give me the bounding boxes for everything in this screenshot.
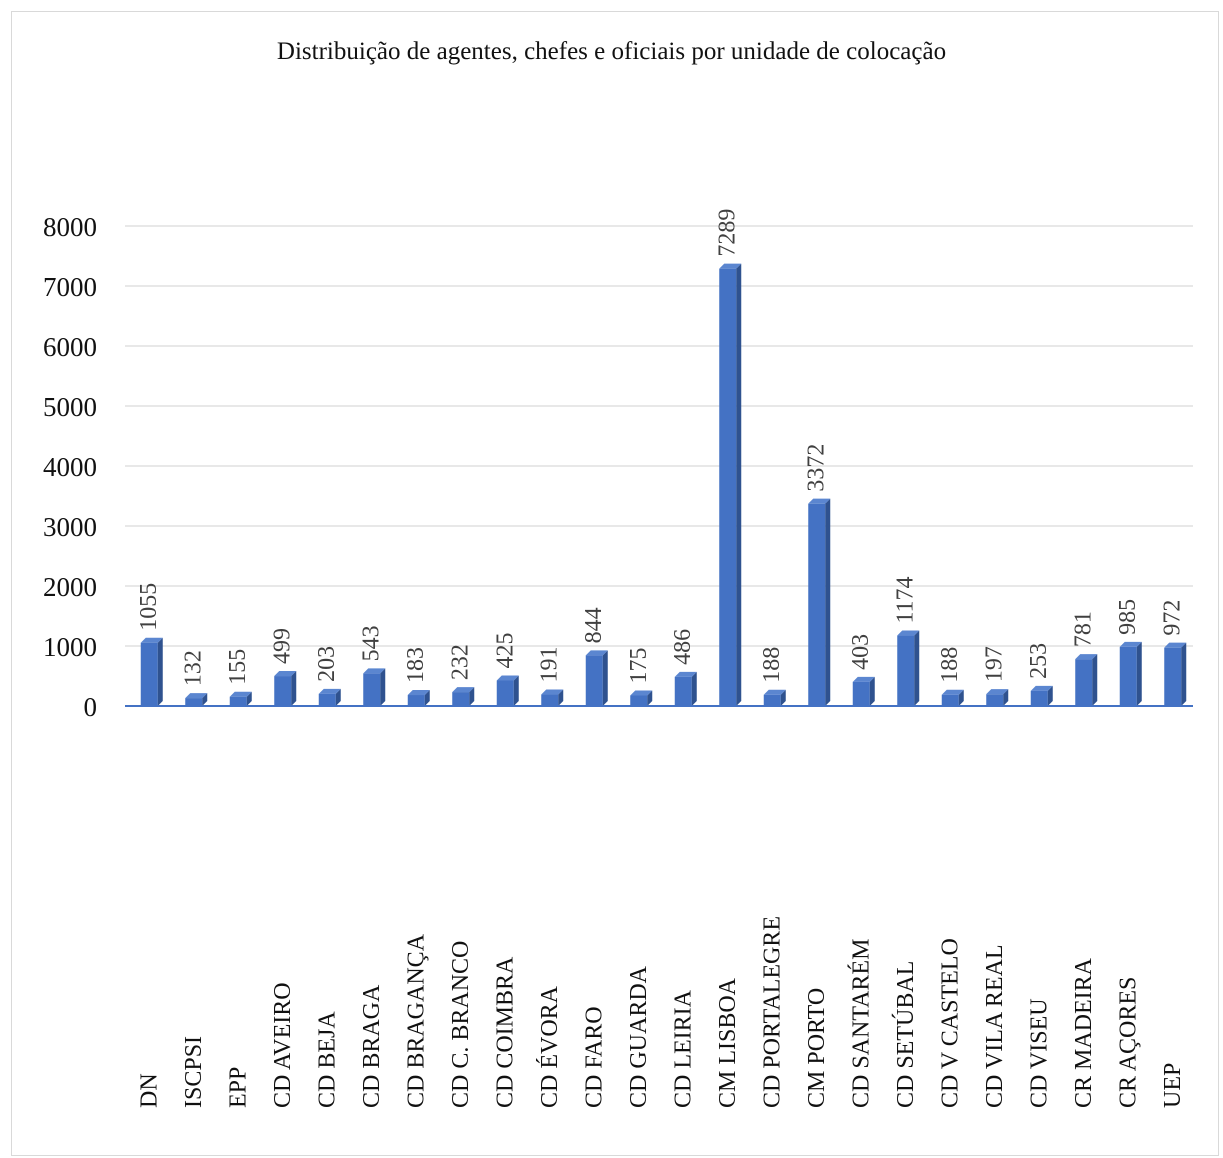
x-tick-label: EPP [225, 1067, 251, 1108]
y-tick-label: 8000 [43, 212, 97, 242]
data-label: 844 [581, 607, 607, 643]
bar [897, 630, 920, 706]
data-label: 232 [448, 644, 474, 680]
chart-frame [11, 11, 1219, 1156]
x-tick-label: CM LISBOA [715, 977, 741, 1108]
chart-title: Distribuição de agentes, chefes e oficia… [276, 38, 947, 65]
x-tick-label: CD BRAGA [359, 984, 385, 1108]
data-label: 486 [670, 629, 696, 665]
bar [986, 689, 1009, 706]
bar [808, 498, 831, 706]
y-tick-label: 3000 [43, 512, 97, 542]
data-label: 425 [492, 633, 518, 669]
data-label: 781 [1071, 611, 1097, 647]
bar [407, 690, 430, 706]
bar [630, 690, 653, 706]
x-tick-label: CD ÉVORA [537, 985, 563, 1108]
bar [852, 676, 875, 706]
data-label: 203 [314, 646, 340, 682]
y-tick-label: 6000 [43, 332, 97, 362]
bar [1075, 654, 1098, 706]
data-label: 188 [937, 647, 963, 683]
data-label: 499 [270, 628, 296, 664]
bar [1119, 641, 1142, 706]
y-tick-label: 7000 [43, 272, 97, 302]
x-tick-label: CD BEJA [314, 1011, 340, 1108]
data-label: 183 [403, 647, 429, 683]
bar [452, 687, 475, 706]
x-tick-label: ISCPSI [181, 1036, 207, 1108]
data-label: 972 [1160, 600, 1186, 636]
bar [274, 671, 297, 706]
gridlines [125, 225, 1193, 647]
data-label: 132 [181, 650, 207, 686]
x-tick-label: CD PORTALEGRE [759, 916, 785, 1108]
bar [941, 689, 964, 706]
x-tick-label: CD GUARDA [626, 965, 652, 1108]
bar [185, 693, 208, 706]
x-tick-label: UEP [1160, 1063, 1186, 1108]
x-tick-label: CD VISEU [1026, 998, 1052, 1108]
bar [496, 675, 519, 706]
data-label: 155 [225, 649, 251, 685]
y-tick-label: 0 [84, 692, 98, 722]
y-tick-label: 1000 [43, 632, 97, 662]
x-tick-label: DN [136, 1073, 162, 1108]
data-label: 1055 [136, 583, 162, 631]
y-tick-label: 2000 [43, 572, 97, 602]
data-label: 191 [537, 647, 563, 683]
x-axis-ticks: DN ISCPSI EPP CD AVEIRO CD BEJA CD BRAGA CD BR… [136, 916, 1186, 1108]
data-label: 403 [848, 634, 874, 670]
bar [140, 637, 163, 706]
bar [363, 668, 386, 706]
x-tick-label: CM PORTO [804, 988, 830, 1108]
x-tick-label: CD FARO [581, 1006, 607, 1108]
data-label: 985 [1115, 599, 1141, 635]
bars [140, 263, 1187, 706]
data-label: 1174 [893, 576, 919, 623]
x-tick-label: CR AÇORES [1115, 977, 1141, 1108]
y-axis-ticks: 0 1000 2000 3000 4000 5000 6000 7000 8000 [43, 212, 97, 722]
bar [585, 650, 608, 706]
y-tick-label: 5000 [43, 392, 97, 422]
data-labels: 1055 132 155 499 203 543 183 232 425 191 844 175 486… [136, 209, 1186, 686]
x-tick-label: CD BRAGANÇA [403, 933, 429, 1108]
x-tick-label: CR MADEIRA [1071, 957, 1097, 1108]
bar [719, 263, 742, 706]
data-label: 253 [1026, 643, 1052, 679]
bar [1164, 642, 1187, 706]
data-label: 175 [626, 648, 652, 684]
x-tick-label: CD VILA REAL [982, 944, 1008, 1108]
bar [1030, 685, 1053, 706]
bar [229, 691, 252, 706]
data-label: 3372 [804, 444, 830, 492]
x-tick-label: CD SETÚBAL [892, 961, 919, 1108]
x-tick-label: CD SANTARÉM [848, 939, 874, 1108]
x-tick-label: CD V CASTELO [937, 938, 963, 1108]
data-label: 7289 [715, 209, 741, 257]
y-tick-label: 4000 [43, 452, 97, 482]
x-tick-label: CD COIMBRA [492, 956, 518, 1108]
x-tick-label: CD AVEIRO [270, 982, 296, 1108]
x-tick-label: CD C. BRANCO [448, 941, 474, 1108]
data-label: 197 [982, 646, 1008, 682]
data-label: 543 [359, 625, 385, 661]
data-label: 188 [759, 647, 785, 683]
bar [541, 689, 564, 706]
x-tick-label: CD LEIRIA [670, 989, 696, 1108]
bar [674, 671, 697, 706]
bar [763, 689, 786, 706]
bar [318, 688, 341, 706]
